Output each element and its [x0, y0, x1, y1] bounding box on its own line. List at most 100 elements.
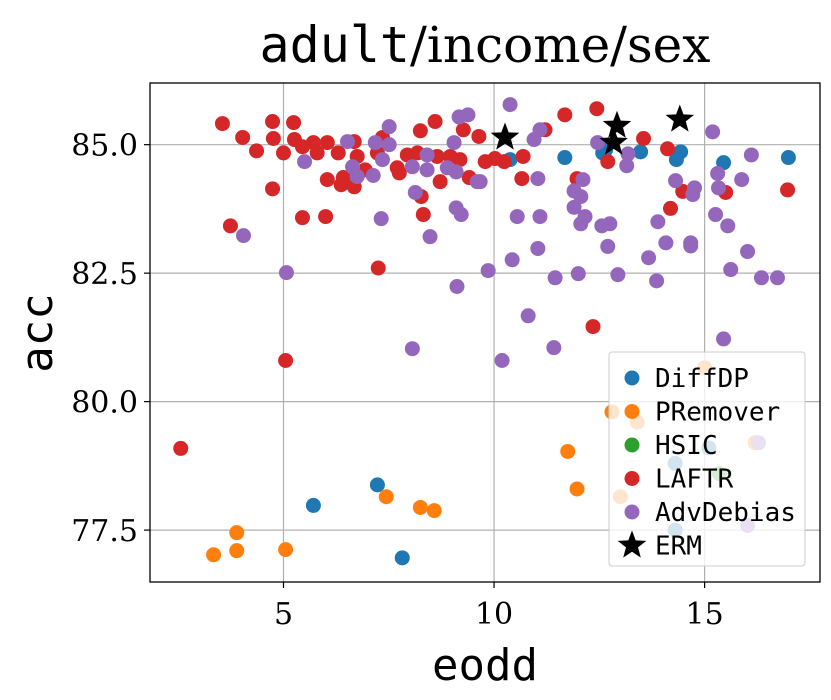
advdebias-point	[235, 228, 251, 244]
advdebias-point	[373, 211, 389, 227]
y-tick-label: 77.5	[71, 514, 138, 549]
premover-point	[278, 542, 294, 558]
advdebias-point	[367, 135, 383, 151]
advdebias-point	[349, 169, 365, 185]
advdebias-point	[600, 238, 616, 254]
laftr-point	[636, 131, 652, 147]
laftr-point	[319, 135, 335, 151]
premover-point	[206, 547, 222, 563]
advdebias-point	[641, 250, 657, 266]
diffdp-point	[394, 550, 410, 566]
advdebias-point	[526, 132, 542, 148]
advdebias-point	[404, 341, 420, 357]
advdebias-point	[710, 165, 726, 181]
laftr-point	[514, 171, 530, 187]
advdebias-point	[365, 168, 381, 184]
advdebias-point	[573, 189, 589, 205]
erm-star-point	[599, 127, 628, 155]
advdebias-point	[620, 146, 636, 162]
laftr-point	[265, 114, 281, 130]
premover-point	[412, 499, 428, 515]
erm-star-point	[665, 104, 694, 132]
legend-label: HSIC	[655, 431, 718, 461]
chart-title: adult/income/sex	[260, 16, 711, 74]
legend-marker-icon	[624, 471, 640, 486]
advdebias-point	[575, 172, 591, 188]
laftr-point	[585, 319, 601, 335]
advdebias-point	[716, 331, 732, 347]
advdebias-point	[381, 137, 397, 153]
laftr-point	[557, 107, 573, 123]
y-tick-label: 82.5	[71, 257, 138, 292]
legend-marker-icon	[624, 404, 640, 419]
legend-item-advdebias: AdvDebias	[624, 498, 796, 528]
laftr-point	[214, 116, 230, 132]
legend-marker-icon	[624, 370, 640, 386]
advdebias-point	[705, 124, 721, 140]
laftr-point	[318, 209, 334, 225]
chart-title-dataset: adult	[260, 16, 411, 74]
laftr-point	[275, 145, 291, 161]
advdebias-point	[419, 162, 435, 178]
x-axis-label: eodd	[432, 640, 538, 691]
laftr-point	[515, 148, 531, 164]
advdebias-point	[381, 119, 397, 135]
laftr-point	[319, 172, 335, 188]
legend-label: ERM	[655, 532, 702, 562]
advdebias-point	[650, 214, 666, 230]
laftr-point	[330, 145, 346, 161]
legend-marker-icon	[624, 504, 640, 520]
x-tick-label: 10	[475, 597, 513, 632]
advdebias-point	[619, 158, 635, 174]
premover-point	[229, 543, 245, 559]
series-advdebias	[235, 97, 785, 533]
advdebias-point	[374, 152, 390, 168]
laftr-point	[412, 123, 428, 139]
laftr-point	[589, 101, 605, 117]
legend-label: PRemover	[655, 398, 780, 428]
advdebias-point	[509, 209, 525, 225]
laftr-point	[660, 141, 676, 157]
advdebias-point	[530, 171, 546, 187]
laftr-point	[391, 165, 407, 181]
diffdp-point	[557, 150, 573, 166]
legend-box	[608, 351, 806, 567]
advdebias-point	[753, 270, 769, 286]
erm-star-point	[490, 122, 520, 150]
diffdp-point	[780, 150, 796, 166]
series-laftr	[173, 101, 796, 456]
advdebias-point	[530, 240, 546, 256]
advdebias-point	[711, 180, 727, 196]
advdebias-point	[546, 340, 562, 356]
advdebias-point	[743, 147, 759, 163]
advdebias-point	[685, 187, 701, 203]
x-tick-label: 5	[274, 597, 293, 632]
y-axis-label: acc	[12, 293, 63, 372]
legend-item-premover: PRemover	[624, 398, 780, 428]
series-erm	[490, 104, 694, 155]
legend-label: AdvDebias	[655, 498, 796, 528]
laftr-point	[265, 181, 281, 197]
advdebias-point	[480, 263, 496, 279]
advdebias-point	[449, 279, 465, 295]
advdebias-point	[297, 154, 313, 170]
laftr-point	[455, 122, 471, 138]
advdebias-point	[504, 252, 520, 268]
advdebias-point	[494, 353, 510, 369]
advdebias-point	[446, 135, 462, 151]
laftr-point	[286, 115, 302, 131]
erm-star-point	[602, 110, 632, 138]
legend-item-erm: ERM	[617, 530, 702, 562]
advdebias-point	[453, 207, 469, 223]
y-tick-label: 80.0	[71, 386, 138, 421]
advdebias-point	[723, 262, 739, 278]
advdebias-point	[448, 164, 464, 180]
diffdp-point	[633, 144, 649, 160]
data-points	[173, 97, 796, 566]
advdebias-point	[658, 235, 674, 251]
advdebias-point	[720, 218, 736, 234]
laftr-point	[333, 177, 349, 193]
legend-label: LAFTR	[655, 465, 734, 495]
advdebias-point	[769, 270, 785, 286]
laftr-point	[173, 440, 189, 456]
